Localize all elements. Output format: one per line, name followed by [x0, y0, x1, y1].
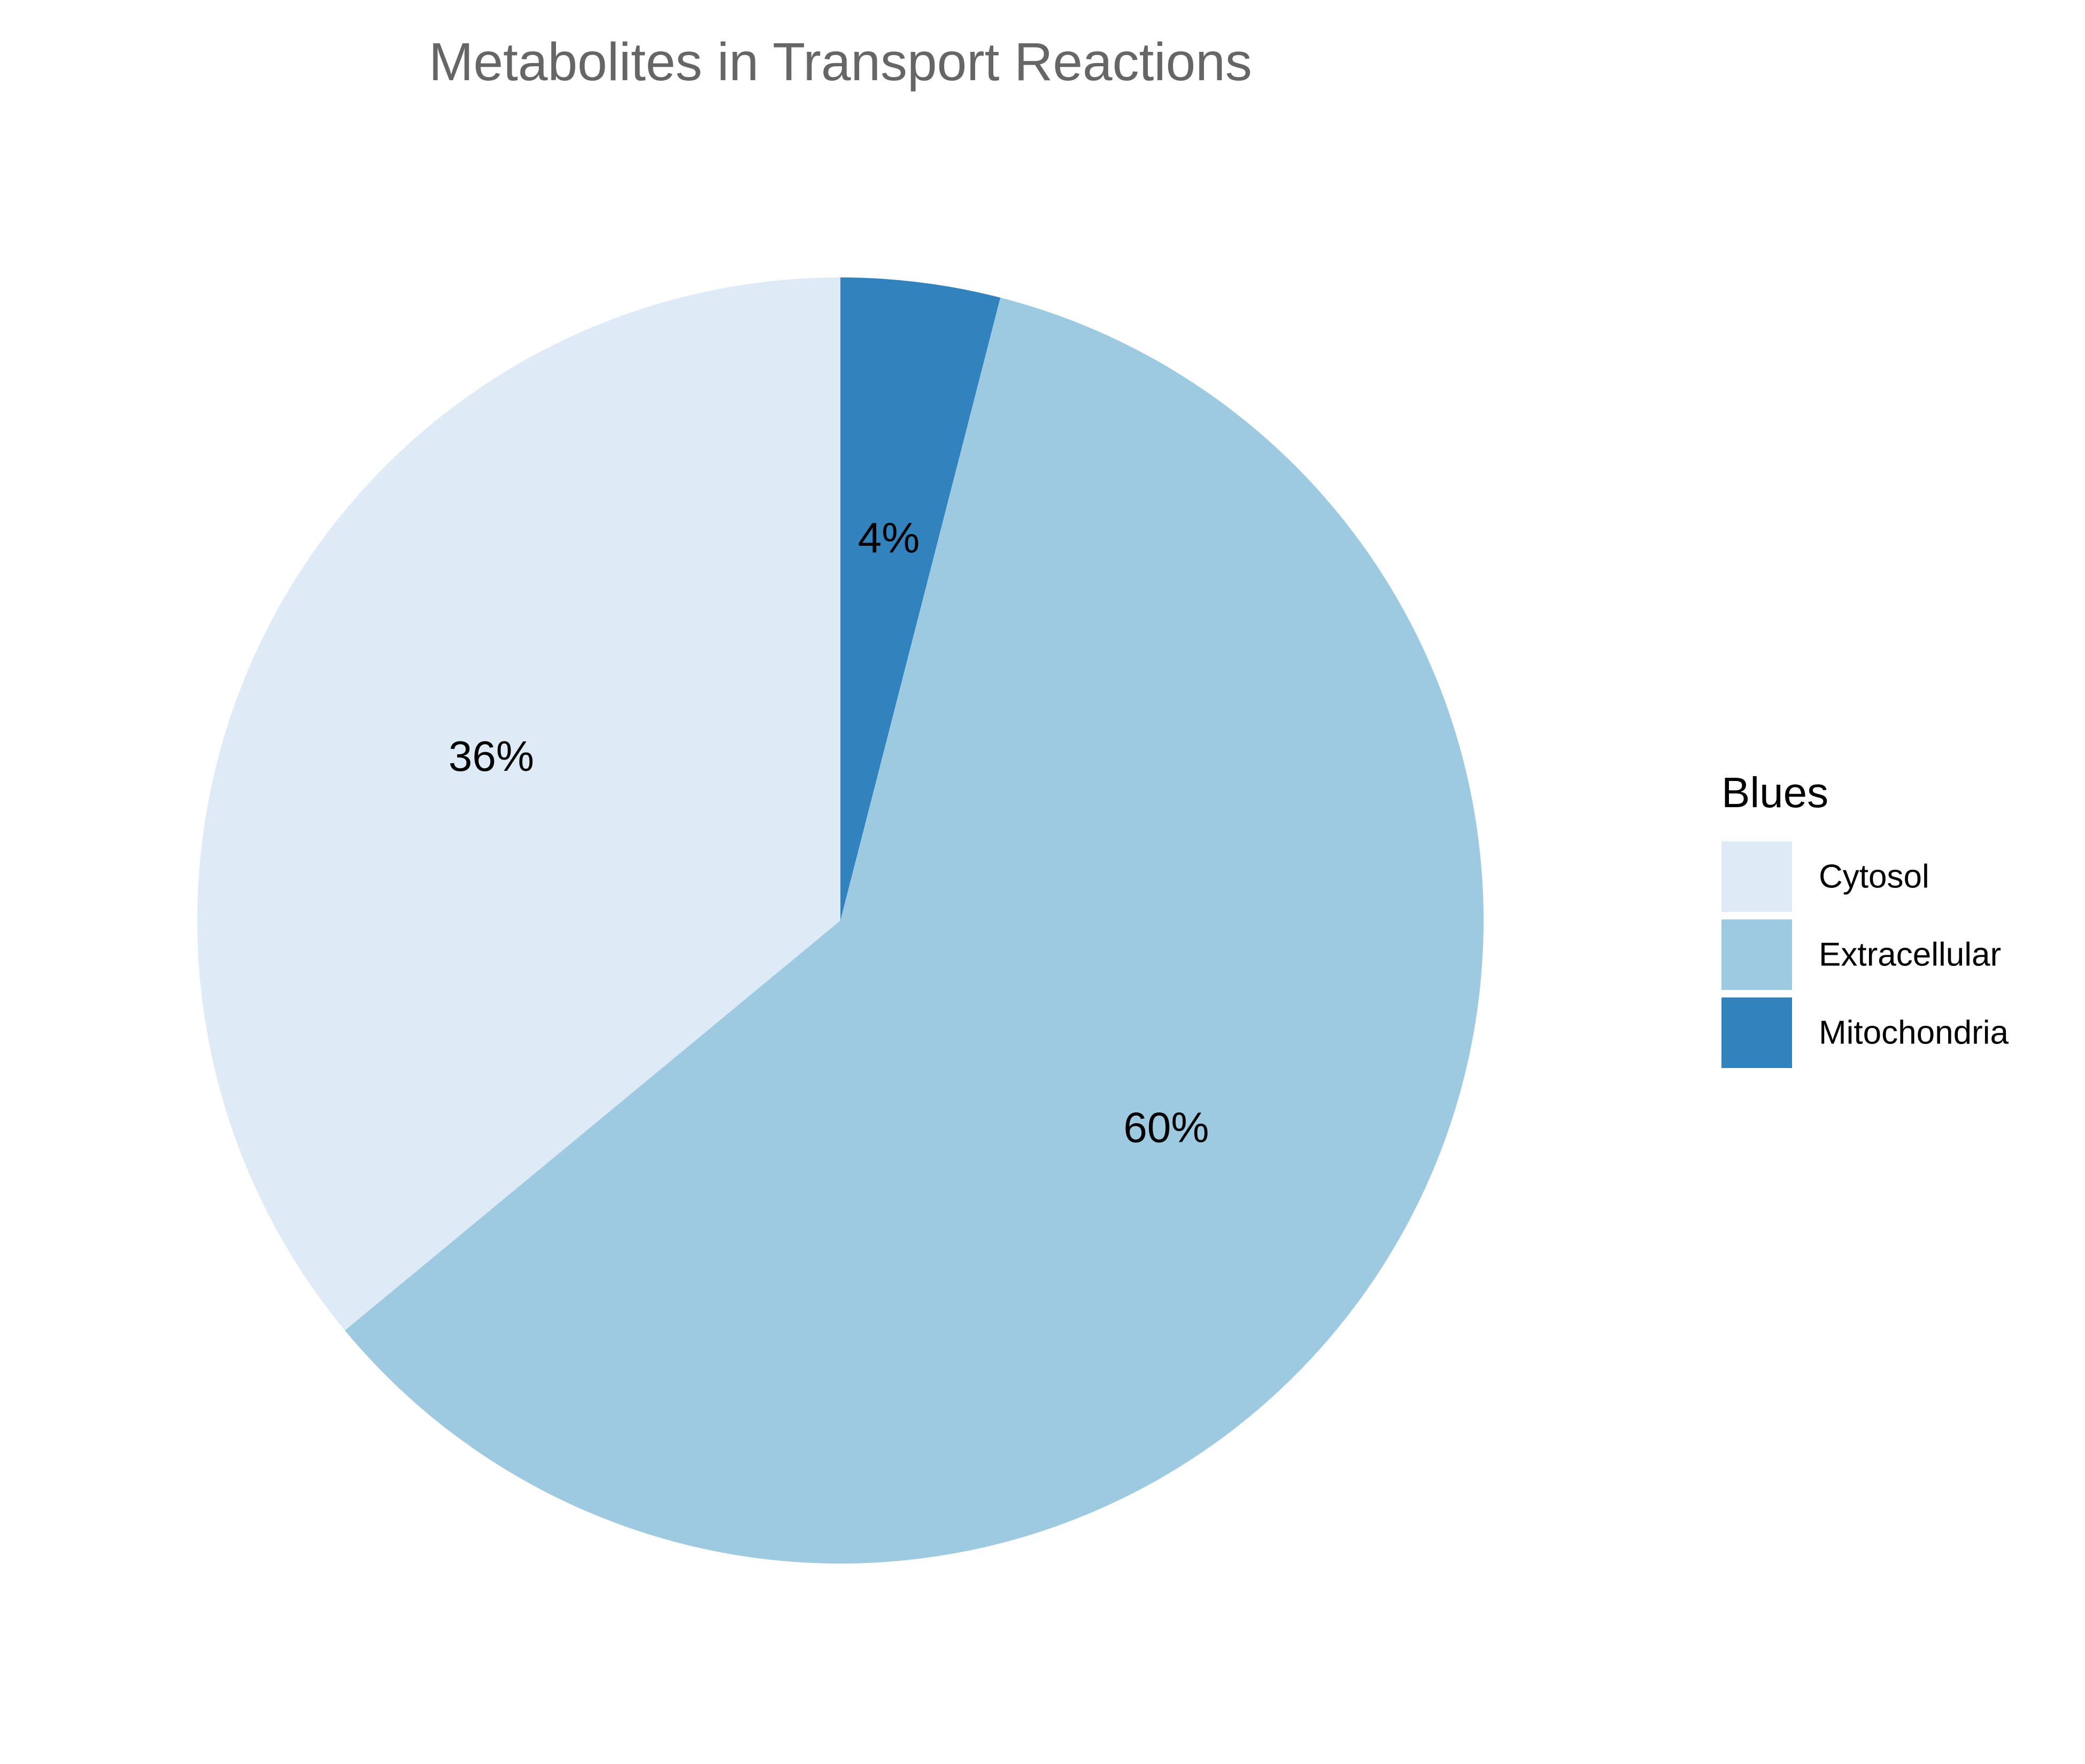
pie-slice-extracellular [345, 297, 1484, 1564]
chart-title: Metabolites in Transport Reactions [429, 32, 1252, 92]
legend-key-extracellular [1721, 919, 1792, 990]
pie-slice-mitochondria [840, 277, 1001, 920]
pie-slices [197, 277, 1484, 1564]
pie-slice-labels: 4% 60% 36% [449, 514, 1209, 1151]
legend-label-extracellular: Extracellular [1819, 937, 2001, 973]
legend-title: Blues [1721, 769, 1828, 816]
slice-label-extracellular: 60% [1123, 1103, 1209, 1151]
slice-label-mitochondria: 4% [858, 514, 920, 561]
legend-items: Cytosol Extracellular Mitochondria [1721, 841, 2009, 1068]
slice-label-cytosol: 36% [449, 732, 534, 780]
legend-key-mitochondria [1721, 997, 1792, 1068]
legend-label-mitochondria: Mitochondria [1819, 1015, 2009, 1051]
legend-label-cytosol: Cytosol [1819, 858, 1929, 895]
legend-key-cytosol [1721, 841, 1792, 912]
pie-slice-cytosol [197, 277, 841, 1330]
legend: Blues Cytosol Extracellular Mitochondria [1721, 769, 2009, 1068]
